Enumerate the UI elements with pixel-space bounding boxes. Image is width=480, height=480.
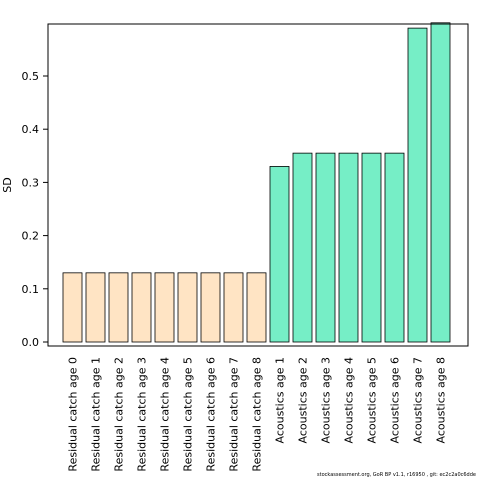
footer-credit: stockassessment.org, GoR BP v1.1, r16950… — [317, 472, 476, 478]
y-axis: 0.0 0.1 0.2 0.3 0.4 0.5 — [22, 70, 48, 349]
x-tick-label: Acoustics age 4 — [343, 357, 356, 443]
x-tick-label: Acoustics age 3 — [320, 357, 333, 443]
bar — [430, 22, 451, 343]
bar — [223, 272, 244, 343]
bar — [384, 152, 405, 343]
y-tick-label: 0.1 — [22, 283, 40, 296]
bar — [338, 152, 359, 343]
bar — [407, 27, 428, 343]
bar — [62, 272, 83, 343]
x-tick-label: Residual catch age 4 — [159, 357, 172, 472]
bars-group — [62, 22, 451, 343]
x-tick-label: Residual catch age 0 — [67, 357, 80, 472]
x-tick-label: Residual catch age 2 — [113, 357, 126, 472]
bar — [269, 166, 290, 343]
x-tick-label: Acoustics age 6 — [389, 357, 402, 443]
x-tick-label: Acoustics age 2 — [297, 357, 310, 443]
bar — [85, 272, 106, 343]
y-tick-label: 0.0 — [22, 336, 40, 349]
y-tick-label: 0.2 — [22, 230, 40, 243]
bar — [361, 152, 382, 343]
y-axis-title: SD — [1, 177, 14, 192]
bar — [131, 272, 152, 343]
y-tick-label: 0.3 — [22, 176, 40, 189]
bar — [200, 272, 221, 343]
x-tick-label: Residual catch age 1 — [90, 357, 103, 472]
x-axis-labels: Residual catch age 0 Residual catch age 1… — [67, 357, 448, 472]
x-tick-label: Residual catch age 3 — [136, 357, 149, 472]
x-tick-label: Acoustics age 7 — [412, 357, 425, 443]
x-tick-label: Residual catch age 6 — [205, 357, 218, 472]
bar — [177, 272, 198, 343]
bar — [292, 152, 313, 343]
x-tick-label: Residual catch age 8 — [251, 357, 264, 472]
x-tick-label: Residual catch age 7 — [228, 357, 241, 472]
y-tick-label: 0.5 — [22, 70, 40, 83]
bar — [246, 272, 267, 343]
plot-frame — [47, 23, 469, 347]
bar — [315, 152, 336, 343]
bar — [108, 272, 129, 343]
x-tick-label: Residual catch age 5 — [182, 357, 195, 472]
y-tick-label: 0.4 — [22, 123, 40, 136]
bar — [154, 272, 175, 343]
x-tick-label: Acoustics age 8 — [435, 357, 448, 443]
x-tick-label: Acoustics age 1 — [274, 357, 287, 443]
x-tick-label: Acoustics age 5 — [366, 357, 379, 443]
